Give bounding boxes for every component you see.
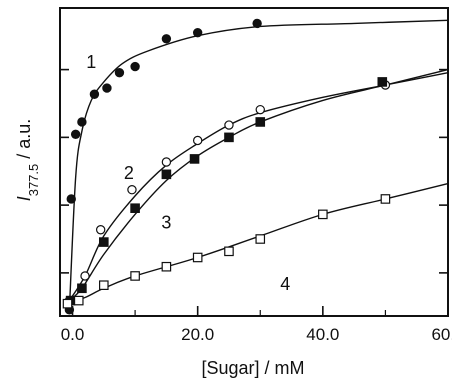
- series-1-point-6: [102, 83, 112, 93]
- series-label-1: 1: [86, 52, 96, 72]
- series-2-point-7: [224, 120, 234, 130]
- series-1-point-4: [77, 117, 87, 127]
- points-layer: [62, 18, 391, 315]
- series-2-point-8: [255, 104, 265, 115]
- series-1-point-9: [161, 34, 172, 44]
- labels-layer: 0.0 20.0 40.0 60.0 1 2 3 4: [61, 52, 452, 344]
- series-3-point-3: [99, 237, 109, 247]
- plot-frame: [59, 7, 449, 317]
- series-3-point-2: [77, 283, 87, 294]
- y-axis-label-main: I: [14, 196, 34, 201]
- series-label-4: 4: [280, 274, 290, 294]
- series-4-point-3: [99, 280, 109, 290]
- x-axis-label: [Sugar] / mM: [201, 358, 304, 378]
- y-axis-label-suffix: / a.u.: [14, 119, 34, 164]
- series-1-point-2: [66, 194, 76, 204]
- series-2-point-3: [95, 225, 106, 235]
- y-axis-label-subscript: 377.5: [26, 164, 41, 197]
- x-tick-label-1: 0.0: [61, 325, 85, 344]
- series-3-point-9: [377, 77, 388, 87]
- x-tick-label-3: 40.0: [306, 325, 339, 344]
- curves-layer: [67, 19, 449, 310]
- series-1-point-8: [130, 61, 140, 72]
- series-4-point-1: [62, 298, 73, 309]
- series-2-point-5: [161, 157, 172, 167]
- series-2-point-2: [80, 271, 90, 281]
- series-label-2: 2: [124, 163, 134, 183]
- series-3-point-6: [189, 154, 200, 164]
- series-4-point-7: [224, 246, 234, 257]
- series-1-curve: [68, 19, 449, 310]
- y-axis-label: I377.5 / a.u.: [14, 119, 41, 202]
- series-4-point-8: [255, 234, 266, 244]
- series-3-point-5: [161, 169, 172, 180]
- ticks-layer: [60, 68, 449, 316]
- series-3-curve: [68, 68, 449, 302]
- x-tick-label-4: 60.0: [431, 325, 452, 344]
- series-4-point-6: [192, 252, 203, 263]
- series-2-point-6: [192, 135, 203, 146]
- series-1-point-10: [192, 27, 203, 38]
- series-4-point-10: [380, 194, 391, 204]
- series-4-point-2: [73, 295, 84, 306]
- series-2-point-4: [127, 185, 137, 195]
- series-4-point-4: [130, 271, 140, 281]
- series-label-3: 3: [161, 212, 171, 232]
- x-tick-label-2: 20.0: [181, 325, 214, 344]
- series-1-point-7: [114, 67, 125, 78]
- series-4-point-9: [318, 209, 328, 220]
- series-1-point-3: [70, 129, 81, 139]
- series-1-point-11: [252, 18, 262, 29]
- series-3-point-8: [255, 117, 266, 127]
- series-4-point-5: [161, 261, 172, 272]
- series-3-point-7: [224, 132, 234, 143]
- series-3-point-4: [130, 203, 140, 213]
- series-1-point-5: [89, 89, 100, 99]
